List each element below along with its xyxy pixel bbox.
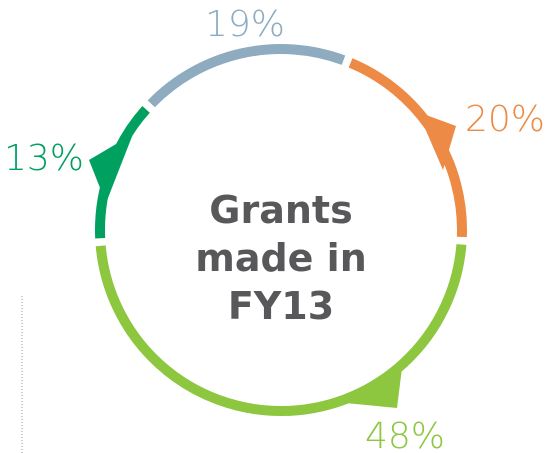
value-label: 13% xyxy=(4,138,84,179)
donut-segment xyxy=(95,244,467,416)
value-label: 20% xyxy=(465,99,545,140)
chart-title: Grants made in FY13 xyxy=(195,188,367,328)
value-label: 19% xyxy=(205,4,285,45)
value-label: 48% xyxy=(365,416,445,453)
donut-segment xyxy=(348,58,467,238)
donut-segment xyxy=(147,44,346,108)
donut-segment xyxy=(95,106,150,239)
